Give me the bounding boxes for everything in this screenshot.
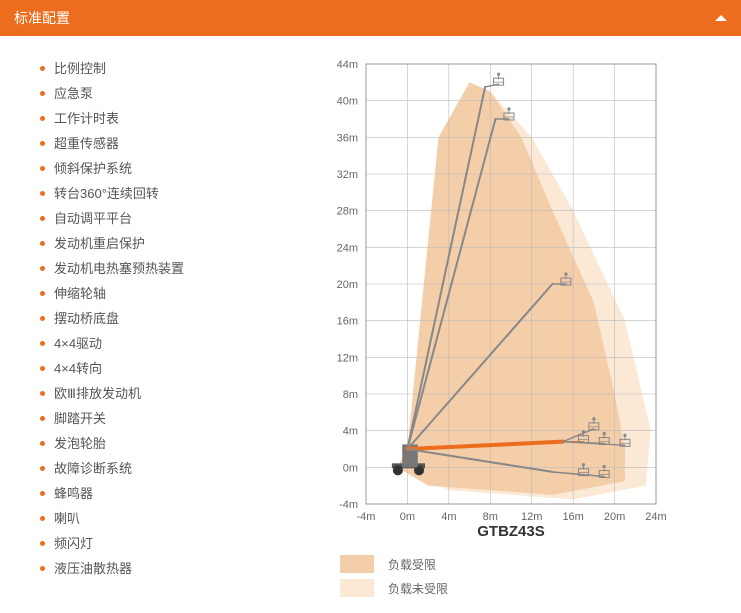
spec-item: 倾斜保护系统 <box>40 156 320 181</box>
spec-item: 转台360°连续回转 <box>40 181 320 206</box>
svg-text:-4m: -4m <box>339 499 358 511</box>
spec-item: 发动机重启保护 <box>40 231 320 256</box>
reach-chart: -4m 0m 4m 8m 12m 16m 20m 24m 28m 32m 36m 40m 44m -4m 0… <box>320 56 680 539</box>
spec-item: 喇叭 <box>40 506 320 531</box>
svg-text:28m: 28m <box>337 206 358 218</box>
legend-item: 负载受限 <box>340 555 448 573</box>
content-panel: 比例控制应急泵工作计时表超重传感器倾斜保护系统转台360°连续回转自动调平平台发… <box>0 36 741 613</box>
svg-text:12m: 12m <box>337 352 358 364</box>
section-header[interactable]: 标准配置 <box>0 0 741 36</box>
spec-item: 脚踏开关 <box>40 406 320 431</box>
legend-swatch <box>340 555 374 573</box>
svg-text:16m: 16m <box>337 316 358 328</box>
spec-item: 伸缩轮轴 <box>40 281 320 306</box>
legend-label: 负载未受限 <box>388 580 448 597</box>
spec-item: 液压油散热器 <box>40 556 320 581</box>
svg-text:24m: 24m <box>645 511 666 523</box>
svg-text:20m: 20m <box>337 279 358 291</box>
svg-text:24m: 24m <box>337 242 358 254</box>
spec-item: 自动调平平台 <box>40 206 320 231</box>
spec-item: 故障诊断系统 <box>40 456 320 481</box>
spec-item: 4×4驱动 <box>40 331 320 356</box>
svg-text:20m: 20m <box>604 511 625 523</box>
svg-text:8m: 8m <box>483 511 498 523</box>
svg-text:16m: 16m <box>562 511 583 523</box>
svg-text:GTBZ43S: GTBZ43S <box>477 523 545 536</box>
spec-list: 比例控制应急泵工作计时表超重传感器倾斜保护系统转台360°连续回转自动调平平台发… <box>40 56 320 603</box>
svg-text:8m: 8m <box>343 389 358 401</box>
spec-item: 应急泵 <box>40 81 320 106</box>
svg-text:12m: 12m <box>521 511 542 523</box>
legend-swatch <box>340 579 374 597</box>
legend-label: 负载受限 <box>388 556 436 573</box>
svg-text:-4m: -4m <box>357 511 376 523</box>
spec-item: 频闪灯 <box>40 531 320 556</box>
spec-item: 比例控制 <box>40 56 320 81</box>
spec-item: 摆动桥底盘 <box>40 306 320 331</box>
svg-text:0m: 0m <box>400 511 415 523</box>
spec-item: 4×4转向 <box>40 356 320 381</box>
svg-text:4m: 4m <box>441 511 456 523</box>
svg-text:0m: 0m <box>343 462 358 474</box>
header-title: 标准配置 <box>14 8 70 28</box>
chart-legend: 负载受限负载未受限 <box>340 549 448 603</box>
svg-text:40m: 40m <box>337 96 358 108</box>
spec-item: 蜂鸣器 <box>40 481 320 506</box>
spec-item: 工作计时表 <box>40 106 320 131</box>
spec-item: 欧Ⅲ排放发动机 <box>40 381 320 406</box>
svg-text:36m: 36m <box>337 132 358 144</box>
legend-item: 负载未受限 <box>340 579 448 597</box>
svg-text:44m: 44m <box>337 59 358 71</box>
svg-text:32m: 32m <box>337 169 358 181</box>
spec-item: 超重传感器 <box>40 131 320 156</box>
chart-column: -4m 0m 4m 8m 12m 16m 20m 24m 28m 32m 36m 40m 44m -4m 0… <box>320 56 741 603</box>
spec-item: 发动机电热塞预热装置 <box>40 256 320 281</box>
collapse-icon <box>715 15 727 21</box>
svg-text:4m: 4m <box>343 426 358 438</box>
spec-item: 发泡轮胎 <box>40 431 320 456</box>
